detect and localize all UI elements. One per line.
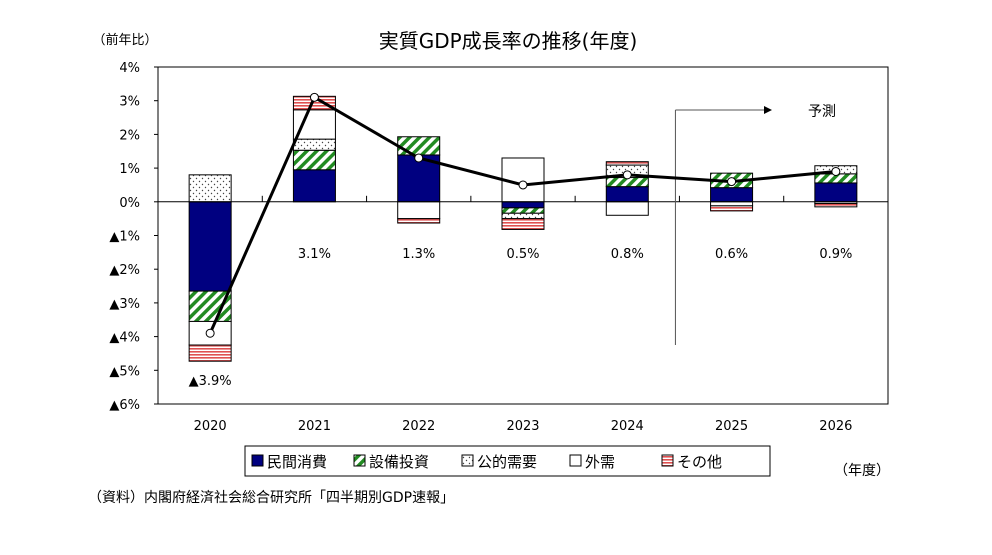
legend-swatch xyxy=(353,454,366,467)
growth-point-2020 xyxy=(205,328,215,338)
legend-swatch xyxy=(461,454,474,467)
legend-swatch xyxy=(251,454,264,467)
bar-設備投資-2022 xyxy=(397,136,441,156)
legend-swatch xyxy=(661,454,674,467)
growth-point-2021 xyxy=(309,92,319,102)
bar-公的需要-2021 xyxy=(292,138,336,151)
bar-その他-2026 xyxy=(814,202,858,208)
growth-point-2022 xyxy=(414,153,424,163)
bar-その他-2023 xyxy=(501,218,545,230)
x-tick-label: 2020 xyxy=(194,419,227,434)
bar-外需-2024 xyxy=(605,201,649,216)
y-tick-label: ▲5% xyxy=(109,364,140,379)
y-tick-label: 3% xyxy=(119,95,140,110)
chart-title: 実質GDP成長率の推移(年度) xyxy=(379,29,638,53)
y-tick-label: 2% xyxy=(119,128,140,143)
bar-外需-2021 xyxy=(292,109,336,140)
legend-swatch xyxy=(569,454,582,467)
y-tick-label: ▲3% xyxy=(109,297,140,312)
y-tick-label: 4% xyxy=(119,61,140,76)
x-tick-label: 2022 xyxy=(402,419,435,434)
growth-point-2026 xyxy=(831,166,841,176)
y-tick-label: ▲4% xyxy=(109,331,140,346)
bar-その他-2025 xyxy=(710,205,754,212)
growth-label: ▲3.9% xyxy=(189,374,232,389)
bar-民間消費-2026 xyxy=(814,182,858,203)
bar-設備投資-2023 xyxy=(501,207,545,214)
source-note: （資料）内閣府経済社会総合研究所「四半期別GDP速報」 xyxy=(88,490,454,506)
x-tick-label: 2023 xyxy=(506,419,539,434)
x-axis-label: （年度） xyxy=(834,463,890,479)
growth-label: 1.3% xyxy=(402,247,435,262)
y-tick-label: ▲1% xyxy=(109,230,140,245)
bar-公的需要-2023 xyxy=(501,212,545,220)
bar-設備投資-2021 xyxy=(292,149,336,171)
forecast-arrow-icon xyxy=(764,106,772,114)
bar-その他-2022 xyxy=(397,218,441,224)
bar-その他-2020 xyxy=(188,344,232,362)
bar-設備投資-2020 xyxy=(188,290,232,322)
legend-label: その他 xyxy=(677,453,722,471)
y-tick-label: 1% xyxy=(119,162,140,177)
bar-その他-2024 xyxy=(605,161,649,166)
bar-外需-2022 xyxy=(397,201,441,220)
legend: 民間消費 設備投資 公的需要 外需 その他 xyxy=(244,445,771,477)
growth-label: 0.6% xyxy=(715,247,748,262)
bar-民間消費-2020 xyxy=(188,201,232,292)
bar-民間消費-2024 xyxy=(605,186,649,203)
legend-label: 外需 xyxy=(585,453,615,471)
plot-area xyxy=(157,66,889,405)
y-tick-label: ▲2% xyxy=(109,263,140,278)
bar-外需-2025 xyxy=(710,201,754,207)
bar-民間消費-2023 xyxy=(501,201,545,209)
legend-label: 民間消費 xyxy=(267,453,327,471)
bar-公的需要-2020 xyxy=(188,174,232,203)
y-axis-label: （前年比） xyxy=(92,32,157,48)
bar-民間消費-2021 xyxy=(292,169,336,203)
y-tick-label: 0% xyxy=(119,196,140,211)
x-tick-label: 2026 xyxy=(819,419,852,434)
growth-label: 3.1% xyxy=(298,247,331,262)
forecast-label: 予測 xyxy=(808,104,836,120)
growth-label: 0.8% xyxy=(611,247,644,262)
bar-民間消費-2025 xyxy=(710,187,754,203)
x-tick-label: 2024 xyxy=(611,419,644,434)
growth-point-2025 xyxy=(727,177,737,187)
growth-label: 0.5% xyxy=(506,247,539,262)
x-tick-label: 2025 xyxy=(715,419,748,434)
growth-point-2024 xyxy=(622,170,632,180)
legend-label: 公的需要 xyxy=(477,453,537,471)
x-tick-label: 2021 xyxy=(298,419,331,434)
growth-label: 0.9% xyxy=(819,247,852,262)
legend-label: 設備投資 xyxy=(369,453,429,471)
growth-point-2023 xyxy=(518,180,528,190)
y-tick-label: ▲6% xyxy=(109,398,140,413)
